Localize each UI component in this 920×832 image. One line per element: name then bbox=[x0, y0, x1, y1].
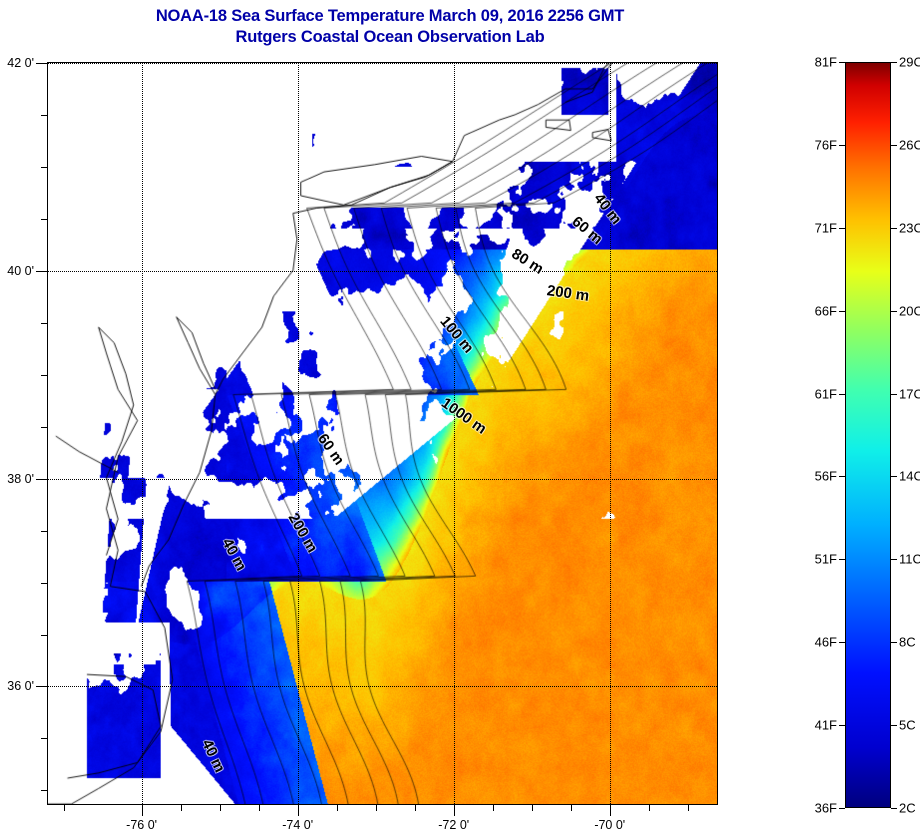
latitude-tick-minor bbox=[41, 322, 47, 324]
longitude-tick-minor bbox=[492, 805, 494, 811]
longitude-tick-label: -76 0' bbox=[126, 818, 158, 832]
longitude-tick-minor bbox=[531, 805, 533, 811]
longitude-tick-minor bbox=[63, 805, 65, 811]
latitude-axis: 42 0' 40 0' 38 0' 36 0' bbox=[0, 56, 47, 806]
latitude-tick-minor bbox=[41, 738, 47, 740]
longitude-tick-minor bbox=[570, 805, 572, 811]
colorbar-label-celsius: 23C bbox=[899, 220, 920, 236]
colorbar-label-celsius: 17C bbox=[899, 386, 920, 402]
colorbar-tick-celsius bbox=[891, 310, 897, 312]
longitude-tick-label: -70 0' bbox=[594, 818, 626, 832]
colorbar-label-celsius: 5C bbox=[899, 717, 916, 733]
longitude-tick-minor bbox=[687, 805, 689, 811]
longitude-tick-minor bbox=[375, 805, 377, 811]
temperature-colorbar[interactable]: 29C 26C 23C 20C 17C 14C 11C 8C 5C 2C 81F 76F 71F 66F 6… bbox=[815, 55, 920, 816]
colorbar-tick-celsius bbox=[891, 393, 897, 395]
colorbar-label-fahrenheit: 51F bbox=[814, 551, 837, 567]
colorbar-tick-celsius bbox=[891, 642, 897, 644]
colorbar-tick-fahrenheit bbox=[839, 62, 845, 63]
latitude-tick-minor bbox=[41, 634, 47, 636]
latitude-tick-label: 40 0' bbox=[7, 263, 34, 278]
colorbar-label-celsius: 14C bbox=[899, 468, 920, 484]
colorbar-label-celsius: 29C bbox=[899, 54, 920, 70]
colorbar-tick-fahrenheit bbox=[839, 642, 845, 644]
longitude-tick-minor bbox=[180, 805, 182, 811]
colorbar-tick-fahrenheit bbox=[839, 559, 845, 561]
chart-title-block: NOAA-18 Sea Surface Temperature March 09… bbox=[0, 6, 780, 48]
colorbar-label-fahrenheit: 61F bbox=[814, 386, 837, 402]
latitude-tick-label: 38 0' bbox=[7, 471, 34, 486]
colorbar-label-fahrenheit: 46F bbox=[814, 634, 837, 650]
colorbar-label-celsius: 8C bbox=[899, 634, 916, 650]
longitude-tick-minor bbox=[414, 805, 416, 811]
colorbar-label-celsius: 2C bbox=[899, 800, 916, 816]
colorbar-label-fahrenheit: 76F bbox=[814, 137, 837, 153]
colorbar-label-fahrenheit: 36F bbox=[814, 800, 837, 816]
colorbar-tick-fahrenheit bbox=[839, 310, 845, 312]
colorbar-tick-celsius bbox=[891, 476, 897, 478]
colorbar-label-fahrenheit: 81F bbox=[814, 54, 837, 70]
colorbar-label-fahrenheit: 71F bbox=[814, 220, 837, 236]
colorbar-tick-celsius bbox=[891, 227, 897, 229]
colorbar-label-fahrenheit: 66F bbox=[814, 303, 837, 319]
colorbar-tick-fahrenheit bbox=[839, 227, 845, 229]
longitude-tick-label: -74 0' bbox=[282, 818, 314, 832]
latitude-tick-major bbox=[36, 478, 47, 480]
colorbar-label-celsius: 26C bbox=[899, 137, 920, 153]
sst-heatmap-canvas[interactable] bbox=[48, 63, 717, 804]
longitude-tick-minor bbox=[336, 805, 338, 811]
colorbar-tick-fahrenheit bbox=[839, 725, 845, 727]
latitude-tick-minor bbox=[41, 582, 47, 584]
longitude-tick-minor bbox=[219, 805, 221, 811]
latitude-tick-major bbox=[36, 63, 47, 64]
colorbar-label-fahrenheit: 41F bbox=[814, 717, 837, 733]
longitude-tick-label: -72 0' bbox=[438, 818, 470, 832]
longitude-tick-major bbox=[297, 805, 299, 816]
page-subtitle: Rutgers Coastal Ocean Observation Lab bbox=[235, 28, 545, 46]
colorbar-tick-celsius bbox=[891, 62, 897, 63]
latitude-tick-major bbox=[36, 686, 47, 688]
colorbar-tick-fahrenheit bbox=[839, 144, 845, 146]
longitude-tick-major bbox=[609, 805, 611, 816]
latitude-tick-label: 42 0' bbox=[7, 56, 34, 70]
latitude-tick-minor bbox=[41, 114, 47, 116]
colorbar-gradient bbox=[845, 62, 891, 808]
colorbar-label-fahrenheit: 56F bbox=[814, 468, 837, 484]
longitude-axis: -76 0' -74 0' -72 0' -70 0' bbox=[47, 805, 719, 832]
colorbar-label-celsius: 11C bbox=[899, 551, 920, 567]
latitude-tick-major bbox=[36, 270, 47, 272]
colorbar-tick-celsius bbox=[891, 808, 897, 809]
colorbar-tick-fahrenheit bbox=[839, 476, 845, 478]
latitude-tick-label: 36 0' bbox=[7, 679, 34, 694]
latitude-tick-minor bbox=[41, 530, 47, 532]
longitude-tick-minor bbox=[258, 805, 260, 811]
sst-map-plot[interactable]: 40 m 60 m 80 m 100 m 200 m 1000 m 60 m 200 m 40 … bbox=[47, 62, 718, 805]
colorbar-tick-celsius bbox=[891, 559, 897, 561]
latitude-tick-minor bbox=[41, 166, 47, 168]
colorbar-tick-fahrenheit bbox=[839, 393, 845, 395]
latitude-tick-minor bbox=[41, 790, 47, 792]
latitude-tick-minor bbox=[41, 426, 47, 428]
latitude-tick-minor bbox=[41, 218, 47, 220]
longitude-tick-minor bbox=[648, 805, 650, 811]
page-title: NOAA-18 Sea Surface Temperature March 09… bbox=[155, 7, 625, 25]
colorbar-tick-fahrenheit bbox=[839, 808, 845, 809]
colorbar-tick-celsius bbox=[891, 725, 897, 727]
colorbar-tick-celsius bbox=[891, 144, 897, 146]
colorbar-label-celsius: 20C bbox=[899, 303, 920, 319]
longitude-tick-major bbox=[141, 805, 143, 816]
latitude-tick-minor bbox=[41, 374, 47, 376]
longitude-tick-major bbox=[453, 805, 455, 816]
